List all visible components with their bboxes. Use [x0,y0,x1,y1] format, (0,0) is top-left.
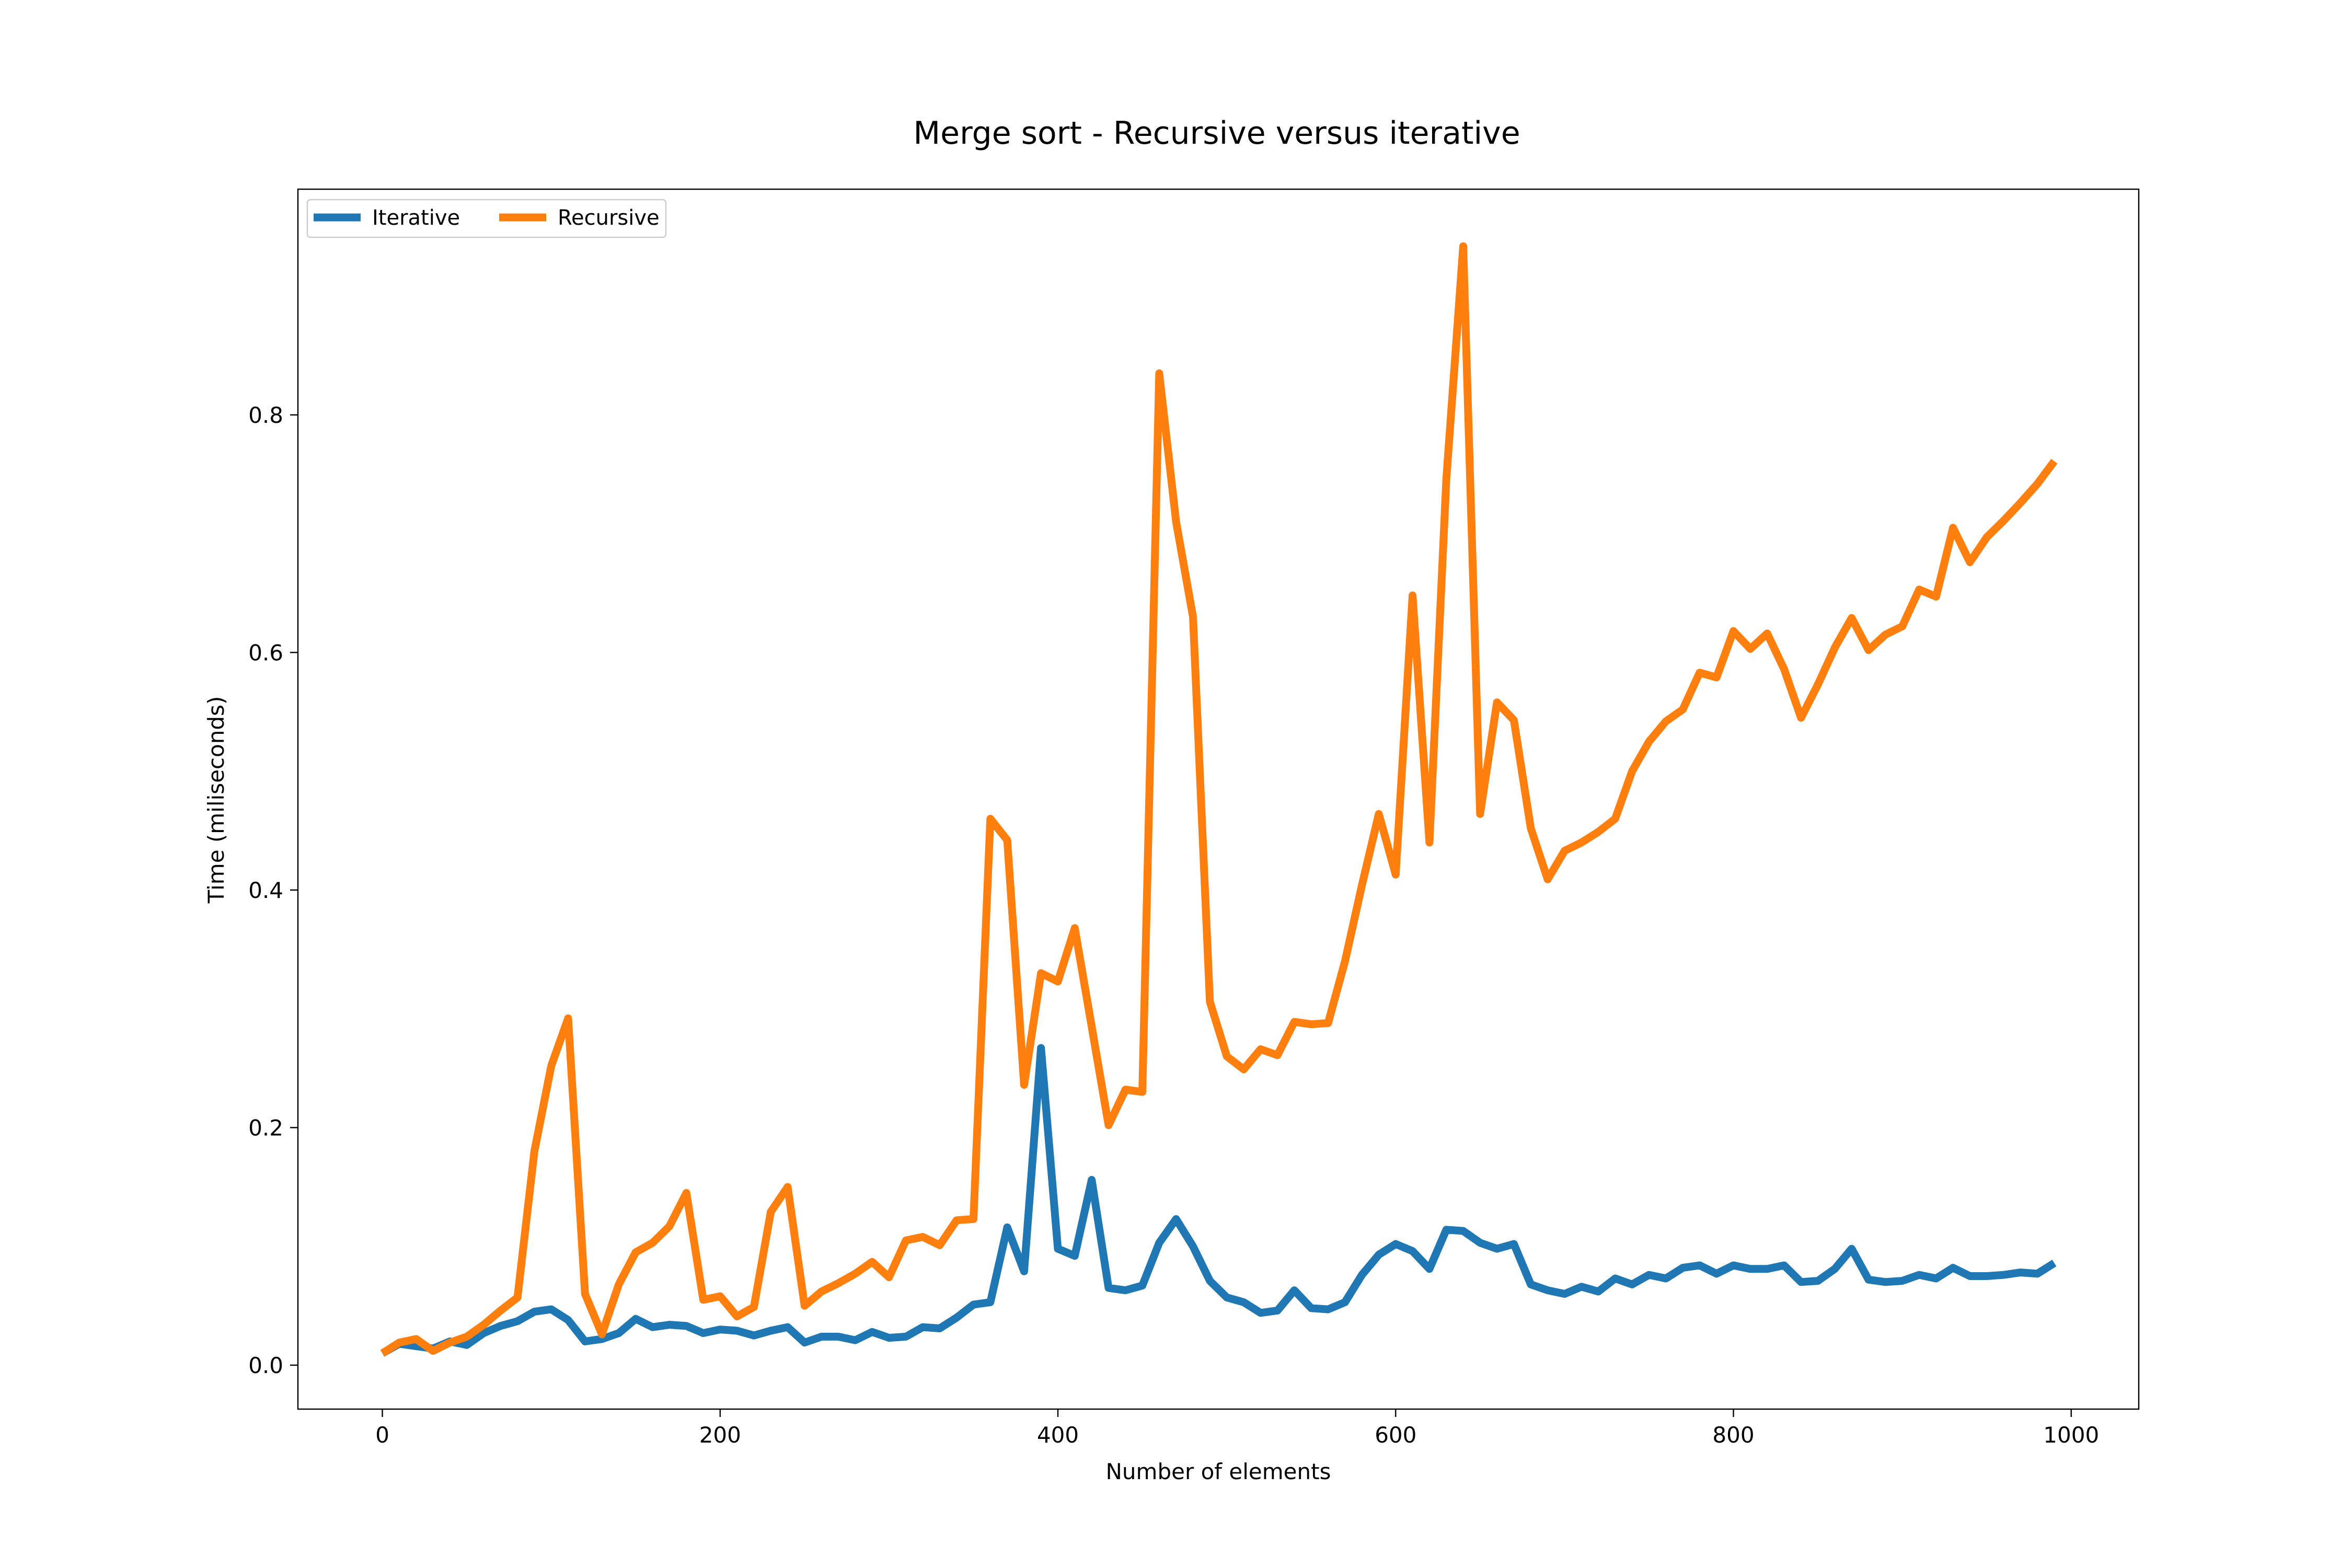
y-tick-label: 0.0 [248,1353,283,1378]
x-tick-label: 800 [1712,1422,1754,1448]
series-line-recursive [380,242,2058,1357]
y-axis-label: Time (miliseconds) [203,696,229,904]
y-tick-label: 0.6 [248,640,283,665]
legend-label-recursive: Recursive [558,206,660,230]
x-axis-label: Number of elements [1106,1459,1331,1484]
legend-box [306,199,667,238]
y-tick-label: 0.2 [248,1115,283,1140]
x-tick-label: 1000 [2043,1422,2099,1448]
x-tick-label: 600 [1375,1422,1416,1448]
x-tick-label: 200 [699,1422,741,1448]
chart-title: Merge sort - Recursive versus iterative [913,115,1520,152]
y-tick-label: 0.8 [248,402,283,428]
series-line-iterative [380,1044,2057,1357]
axes: 0 200 400 600 800 1000 0.0 0.2 0.4 0.6 0.8 [248,402,2099,1448]
series-layer [380,242,2058,1357]
y-tick-label: 0.4 [248,878,283,903]
legend: Iterative Recursive [306,199,667,238]
x-tick-label: 400 [1037,1422,1079,1448]
legend-label-iterative: Iterative [372,206,460,230]
plot-frame [297,188,2140,1410]
x-tick-label: 0 [375,1422,389,1448]
